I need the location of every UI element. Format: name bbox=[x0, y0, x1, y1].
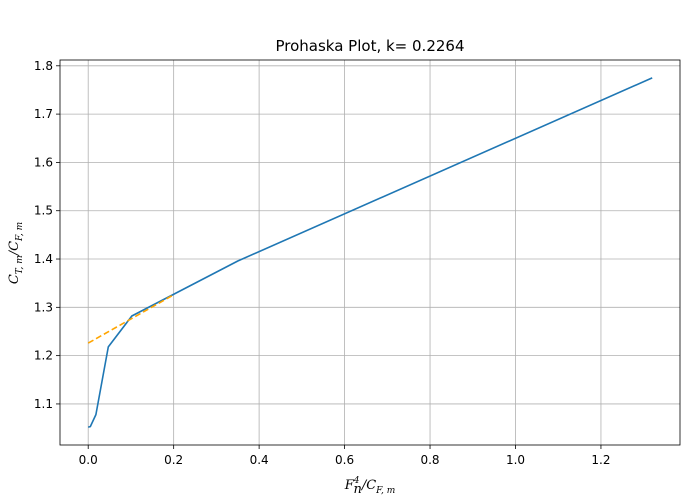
series-layer bbox=[87, 77, 653, 428]
series-line-dashed-fit bbox=[87, 294, 175, 344]
y-tick-label: 1.1 bbox=[34, 397, 53, 411]
grid-layer bbox=[60, 60, 680, 445]
series-line-measured bbox=[88, 77, 653, 428]
y-tick-label: 1.2 bbox=[34, 349, 53, 363]
x-axis-label: F4 n/CF, m bbox=[344, 476, 396, 497]
x-tick-label: 0.2 bbox=[164, 453, 183, 467]
y-tick-label: 1.5 bbox=[34, 204, 53, 218]
y-axis: 1.1 1.2 1.3 1.4 1.5 1.6 1.7 1.8 bbox=[34, 59, 60, 411]
y-tick-label: 1.6 bbox=[34, 155, 53, 169]
y-tick-label: 1.4 bbox=[34, 252, 53, 266]
y-axis-label: CT, m/CF, m bbox=[7, 222, 25, 284]
y-tick-label: 1.7 bbox=[34, 107, 53, 121]
x-tick-label: 0.4 bbox=[250, 453, 269, 467]
plot-frame bbox=[59, 59, 681, 446]
chart-title: Prohaska Plot, k= 0.2264 bbox=[275, 37, 464, 55]
y-tick-label: 1.3 bbox=[34, 300, 53, 314]
x-tick-label: 0.8 bbox=[420, 453, 439, 467]
y-tick-label: 1.8 bbox=[34, 59, 53, 73]
x-tick-label: 0.0 bbox=[79, 453, 98, 467]
x-axis: 0.0 0.2 0.4 0.6 0.8 1.0 1.2 bbox=[79, 445, 610, 467]
x-tick-label: 0.6 bbox=[335, 453, 354, 467]
x-tick-label: 1.2 bbox=[591, 453, 610, 467]
x-tick-label: 1.0 bbox=[506, 453, 525, 467]
